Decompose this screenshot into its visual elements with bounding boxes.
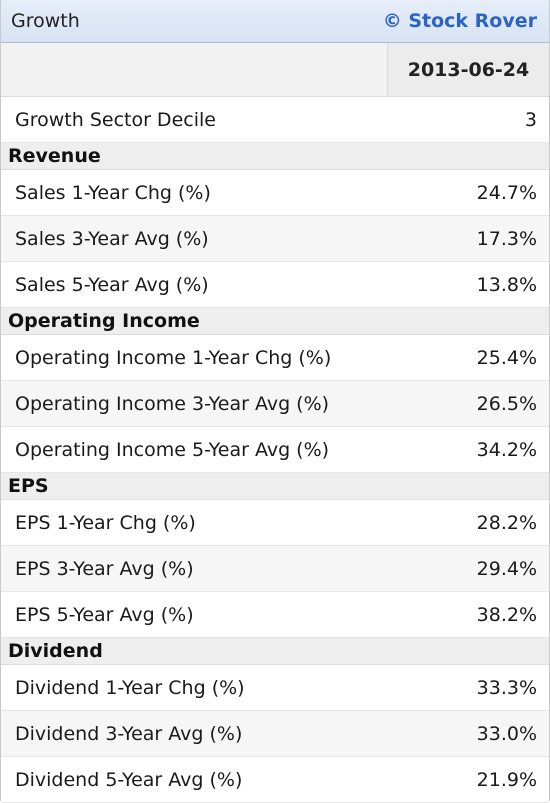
- row-label: Dividend 1-Year Chg (%): [15, 676, 245, 699]
- panel-title: Growth: [11, 10, 80, 32]
- table-row: EPS 5-Year Avg (%) 38.2%: [1, 592, 549, 638]
- label-column-header: [1, 43, 387, 96]
- row-label: Operating Income 1-Year Chg (%): [15, 346, 332, 369]
- row-label: EPS 1-Year Chg (%): [15, 511, 196, 534]
- row-value: 21.9%: [476, 768, 537, 791]
- row-value: 24.7%: [476, 181, 537, 204]
- section-header-operating-income: Operating Income: [1, 308, 549, 335]
- table-row: Sales 3-Year Avg (%) 17.3%: [1, 216, 549, 262]
- table-row: Operating Income 5-Year Avg (%) 34.2%: [1, 427, 549, 473]
- row-value: 26.5%: [476, 392, 537, 415]
- row-label: Dividend 5-Year Avg (%): [15, 768, 243, 791]
- row-value: 38.2%: [476, 603, 537, 626]
- row-label: Dividend 3-Year Avg (%): [15, 722, 243, 745]
- date-column-header[interactable]: 2013-06-24: [387, 43, 549, 96]
- table-row: Operating Income 3-Year Avg (%) 26.5%: [1, 381, 549, 427]
- row-value: 17.3%: [476, 227, 537, 250]
- stock-rover-link[interactable]: © Stock Rover: [382, 10, 537, 32]
- table-row: Growth Sector Decile 3: [1, 97, 549, 143]
- table-row: EPS 1-Year Chg (%) 28.2%: [1, 500, 549, 546]
- row-value: 33.0%: [476, 722, 537, 745]
- row-label: Sales 1-Year Chg (%): [15, 181, 211, 204]
- row-label: EPS 5-Year Avg (%): [15, 603, 194, 626]
- row-value: 33.3%: [476, 676, 537, 699]
- table-row: Dividend 5-Year Avg (%) 21.9%: [1, 757, 549, 803]
- table-row: EPS 3-Year Avg (%) 29.4%: [1, 546, 549, 592]
- table-row: Operating Income 1-Year Chg (%) 25.4%: [1, 335, 549, 381]
- table-row: Sales 5-Year Avg (%) 13.8%: [1, 262, 549, 308]
- row-label: Sales 5-Year Avg (%): [15, 273, 209, 296]
- table-row: Sales 1-Year Chg (%) 24.7%: [1, 170, 549, 216]
- row-label: Operating Income 5-Year Avg (%): [15, 438, 330, 461]
- row-label: Operating Income 3-Year Avg (%): [15, 392, 330, 415]
- row-value: 29.4%: [476, 557, 537, 580]
- row-value: 3: [524, 108, 537, 131]
- column-header-row: 2013-06-24: [1, 43, 549, 97]
- table-row: Dividend 3-Year Avg (%) 33.0%: [1, 711, 549, 757]
- row-value: 25.4%: [476, 346, 537, 369]
- row-label: EPS 3-Year Avg (%): [15, 557, 194, 580]
- row-value: 13.8%: [476, 273, 537, 296]
- table-row: Dividend 1-Year Chg (%) 33.3%: [1, 665, 549, 711]
- row-label: Sales 3-Year Avg (%): [15, 227, 209, 250]
- row-label: Growth Sector Decile: [15, 108, 216, 131]
- section-header-dividend: Dividend: [1, 638, 549, 665]
- section-header-eps: EPS: [1, 473, 549, 500]
- section-header-revenue: Revenue: [1, 143, 549, 170]
- panel-title-bar: Growth © Stock Rover: [1, 0, 549, 43]
- row-value: 28.2%: [476, 511, 537, 534]
- row-value: 34.2%: [476, 438, 537, 461]
